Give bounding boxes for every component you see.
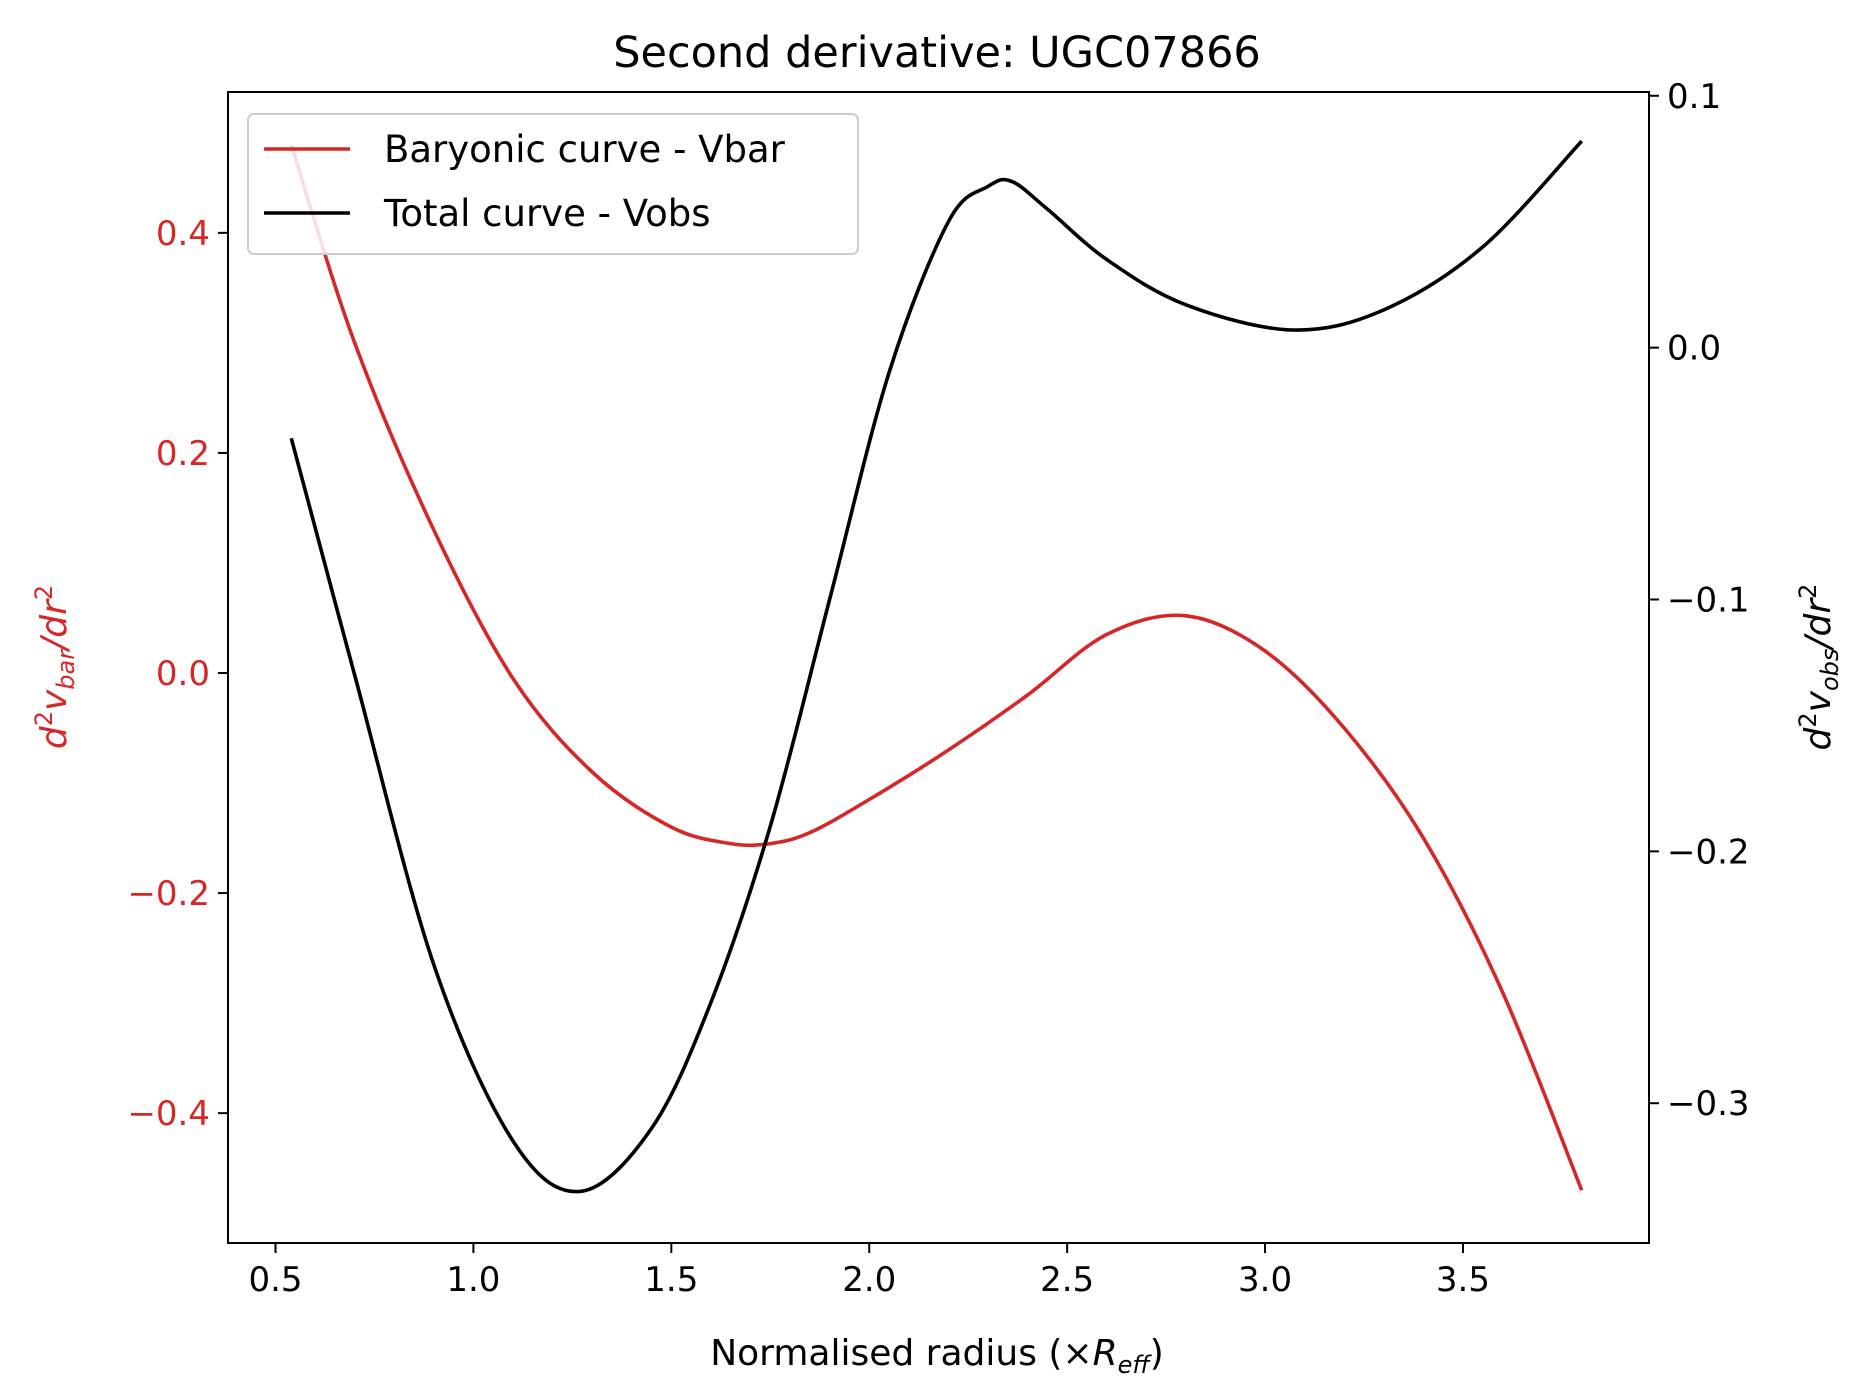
left-y-tick-label: −0.4: [127, 1094, 210, 1134]
x-tick-label: 3.0: [1238, 1260, 1292, 1300]
series-line-vobs: [289, 139, 1584, 1194]
legend: Baryonic curve - Vbar Total curve - Vobs: [247, 113, 859, 255]
x-tick-label: 2.0: [842, 1260, 896, 1300]
series-line-vbar: [289, 144, 1584, 1191]
chart-title: Second derivative: UGC07866: [613, 28, 1261, 78]
right-y-axis-label: d2vobs/dr2: [1794, 584, 1844, 751]
right-y-axis: −0.3 −0.2 −0.1 0.0 0.1: [1649, 77, 1750, 1124]
left-y-tick-label: −0.2: [127, 874, 210, 914]
left-y-axis-label: d2vbar/dr2: [30, 585, 80, 749]
x-tick-label: 1.5: [644, 1260, 698, 1300]
x-tick-label: 2.5: [1040, 1260, 1094, 1300]
right-y-tick-label: 0.0: [1667, 329, 1721, 369]
x-axis-label: Normalised radius (×Reff): [710, 1333, 1164, 1379]
x-tick-label: 3.5: [1436, 1260, 1490, 1300]
x-axis: 0.5 1.0 1.5 2.0 2.5 3.0 3.5: [248, 1243, 1490, 1300]
x-tick-label: 1.0: [446, 1260, 500, 1300]
legend-label-vbar: Baryonic curve - Vbar: [384, 128, 786, 171]
right-y-tick-label: −0.1: [1667, 580, 1750, 620]
plot-frame: [227, 91, 1650, 1244]
left-y-tick-label: 0.4: [156, 214, 210, 254]
left-y-axis: −0.4 −0.2 0.0 0.2 0.4: [127, 214, 228, 1134]
legend-label-vobs: Total curve - Vobs: [383, 192, 711, 235]
legend-box: [247, 113, 859, 255]
right-y-tick-label: −0.3: [1667, 1084, 1750, 1124]
left-y-tick-label: 0.2: [156, 434, 210, 474]
x-tick-label: 0.5: [248, 1260, 302, 1300]
left-y-tick-label: 0.0: [156, 654, 210, 694]
right-y-tick-label: 0.1: [1667, 77, 1721, 117]
right-y-tick-label: −0.2: [1667, 832, 1750, 872]
